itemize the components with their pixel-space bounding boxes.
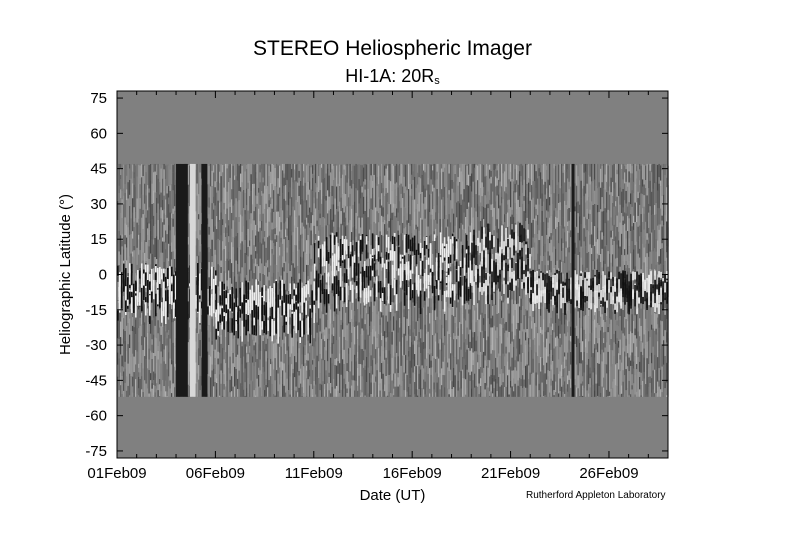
y-tick-label: 0 [99,267,107,284]
y-tick-label: -60 [85,408,107,425]
y-tick-label: -30 [85,337,107,354]
chart-subtitle: HI-1A: 20Rs [0,66,785,87]
x-tick-label: 21Feb09 [481,465,540,482]
chart-title: STEREO Heliospheric Imager [253,37,532,60]
credit-label: Rutherford Appleton Laboratory [526,490,666,501]
y-tick-label: -15 [85,302,107,319]
subtitle-text: HI-1A: 20R [345,66,435,86]
y-tick-label: 45 [90,161,107,178]
subtitle-subscript: s [434,75,440,87]
y-tick-label: -45 [85,372,107,389]
y-tick-label: 30 [90,196,107,213]
y-tick-label: 60 [90,125,107,142]
y-tick-label: -75 [85,443,107,460]
y-tick-label: 75 [90,90,107,107]
y-tick-label: 15 [90,231,107,248]
x-tick-label: 26Feb09 [579,465,638,482]
x-tick-label: 11Feb09 [285,465,343,482]
x-tick-label: 01Feb09 [87,465,146,482]
x-tick-label: 06Feb09 [186,465,245,482]
data-band [117,163,669,397]
x-tick-label: 16Feb09 [383,465,442,482]
y-axis-label: Heliographic Latitude (°) [57,194,74,355]
x-axis-label: Date (UT) [360,487,426,504]
